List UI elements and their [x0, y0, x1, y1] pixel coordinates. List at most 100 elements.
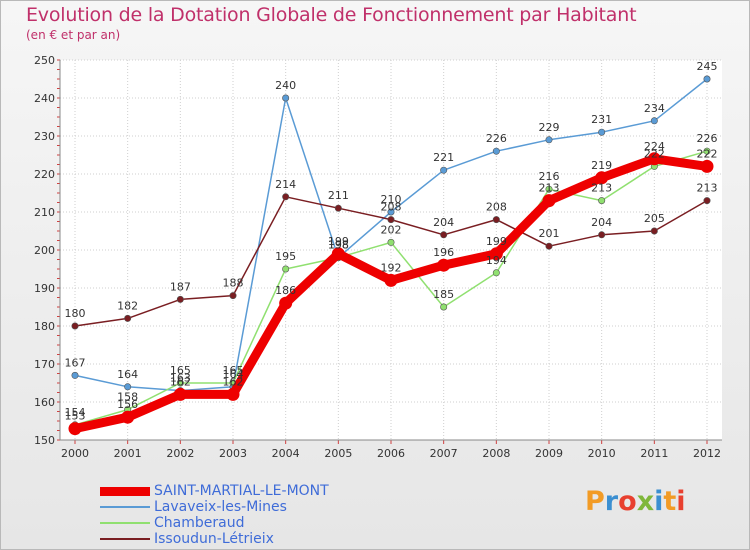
data-label: 163 — [170, 372, 191, 385]
data-point — [387, 238, 395, 246]
y-tick-label: 240 — [34, 92, 55, 105]
data-point — [650, 227, 658, 235]
data-point — [489, 247, 503, 261]
data-label: 226 — [486, 132, 507, 145]
data-label: 192 — [381, 261, 402, 274]
data-label: 182 — [117, 299, 138, 312]
data-label: 194 — [486, 254, 507, 267]
data-label: 208 — [381, 201, 402, 214]
data-label: 180 — [65, 307, 86, 320]
data-label: 162 — [223, 375, 244, 388]
data-label: 221 — [433, 151, 454, 164]
data-label: 222 — [697, 147, 718, 160]
data-point — [334, 204, 342, 212]
data-point — [703, 197, 711, 205]
data-label: 229 — [539, 121, 560, 134]
data-point — [542, 194, 556, 208]
data-point — [384, 273, 398, 287]
data-label: 213 — [539, 182, 560, 195]
legend-label: Lavaveix-les-Mines — [154, 499, 287, 515]
data-point — [703, 75, 711, 83]
data-label: 216 — [539, 170, 560, 183]
data-point — [121, 410, 135, 424]
data-point — [703, 147, 711, 155]
data-point — [440, 231, 448, 239]
data-point — [598, 197, 606, 205]
data-label: 162 — [170, 375, 191, 388]
x-tick-label: 2007 — [430, 447, 458, 460]
data-label: 199 — [486, 235, 507, 248]
data-label: 156 — [117, 398, 138, 411]
data-label: 214 — [275, 178, 296, 191]
data-label: 202 — [381, 223, 402, 236]
data-point — [282, 265, 290, 273]
data-point — [492, 269, 500, 277]
legend-label: Chamberaud — [154, 515, 245, 531]
data-point — [229, 292, 237, 300]
data-point — [282, 193, 290, 201]
data-point — [440, 166, 448, 174]
data-label: 222 — [644, 147, 665, 160]
data-label: 205 — [644, 212, 665, 225]
legend-label: Issoudun-Létrieix — [154, 531, 274, 547]
x-tick-label: 2004 — [272, 447, 300, 460]
y-tick-label: 160 — [34, 396, 55, 409]
data-label: 164 — [117, 368, 138, 381]
x-tick-label: 2012 — [693, 447, 721, 460]
data-point — [173, 387, 187, 401]
data-point — [647, 152, 661, 166]
x-tick-label: 2008 — [482, 447, 510, 460]
data-label: 204 — [433, 216, 454, 229]
x-tick-label: 2006 — [377, 447, 405, 460]
data-label: 198 — [328, 239, 349, 252]
legend-swatch — [100, 522, 150, 524]
data-point — [176, 379, 184, 387]
data-label: 188 — [223, 277, 244, 290]
legend-label: SAINT-MARTIAL-LE-MONT — [154, 483, 329, 499]
data-label: 185 — [433, 288, 454, 301]
x-tick-label: 2003 — [219, 447, 247, 460]
data-point — [545, 136, 553, 144]
y-tick-label: 220 — [34, 168, 55, 181]
data-label: 165 — [223, 364, 244, 377]
data-label: 154 — [65, 406, 86, 419]
legend-swatch — [100, 538, 150, 540]
data-point — [71, 322, 79, 330]
y-tick-label: 180 — [34, 320, 55, 333]
data-label: 164 — [223, 368, 244, 381]
y-tick-label: 230 — [34, 130, 55, 143]
data-point — [279, 296, 293, 310]
data-point — [492, 216, 500, 224]
x-tick-label: 2000 — [61, 447, 89, 460]
data-label: 204 — [591, 216, 612, 229]
data-point — [545, 242, 553, 250]
data-label: 234 — [644, 102, 665, 115]
data-point — [440, 303, 448, 311]
data-point — [598, 128, 606, 136]
data-label: 226 — [697, 132, 718, 145]
data-point — [387, 208, 395, 216]
y-tick-label: 170 — [34, 358, 55, 371]
data-label: 167 — [65, 356, 86, 369]
data-label: 245 — [697, 60, 718, 73]
y-tick-label: 190 — [34, 282, 55, 295]
y-tick-label: 250 — [34, 54, 55, 67]
legend-swatch — [100, 506, 150, 508]
data-point — [124, 383, 132, 391]
data-label: 196 — [433, 246, 454, 259]
data-label: 213 — [591, 182, 612, 195]
data-point — [545, 185, 553, 193]
data-label: 201 — [539, 227, 560, 240]
data-point — [650, 117, 658, 125]
data-label: 153 — [65, 410, 86, 423]
data-point — [700, 159, 714, 173]
data-point — [492, 147, 500, 155]
line-chart: 150 160 170 180 190 200 210 220 230 240 250 2000 200… — [34, 54, 722, 460]
y-tick-label: 150 — [34, 434, 55, 447]
data-label: 198 — [328, 239, 349, 252]
x-tick-label: 2011 — [640, 447, 668, 460]
data-label: 224 — [644, 140, 665, 153]
data-label: 211 — [328, 189, 349, 202]
data-point — [176, 295, 184, 303]
y-tick-label: 200 — [34, 244, 55, 257]
